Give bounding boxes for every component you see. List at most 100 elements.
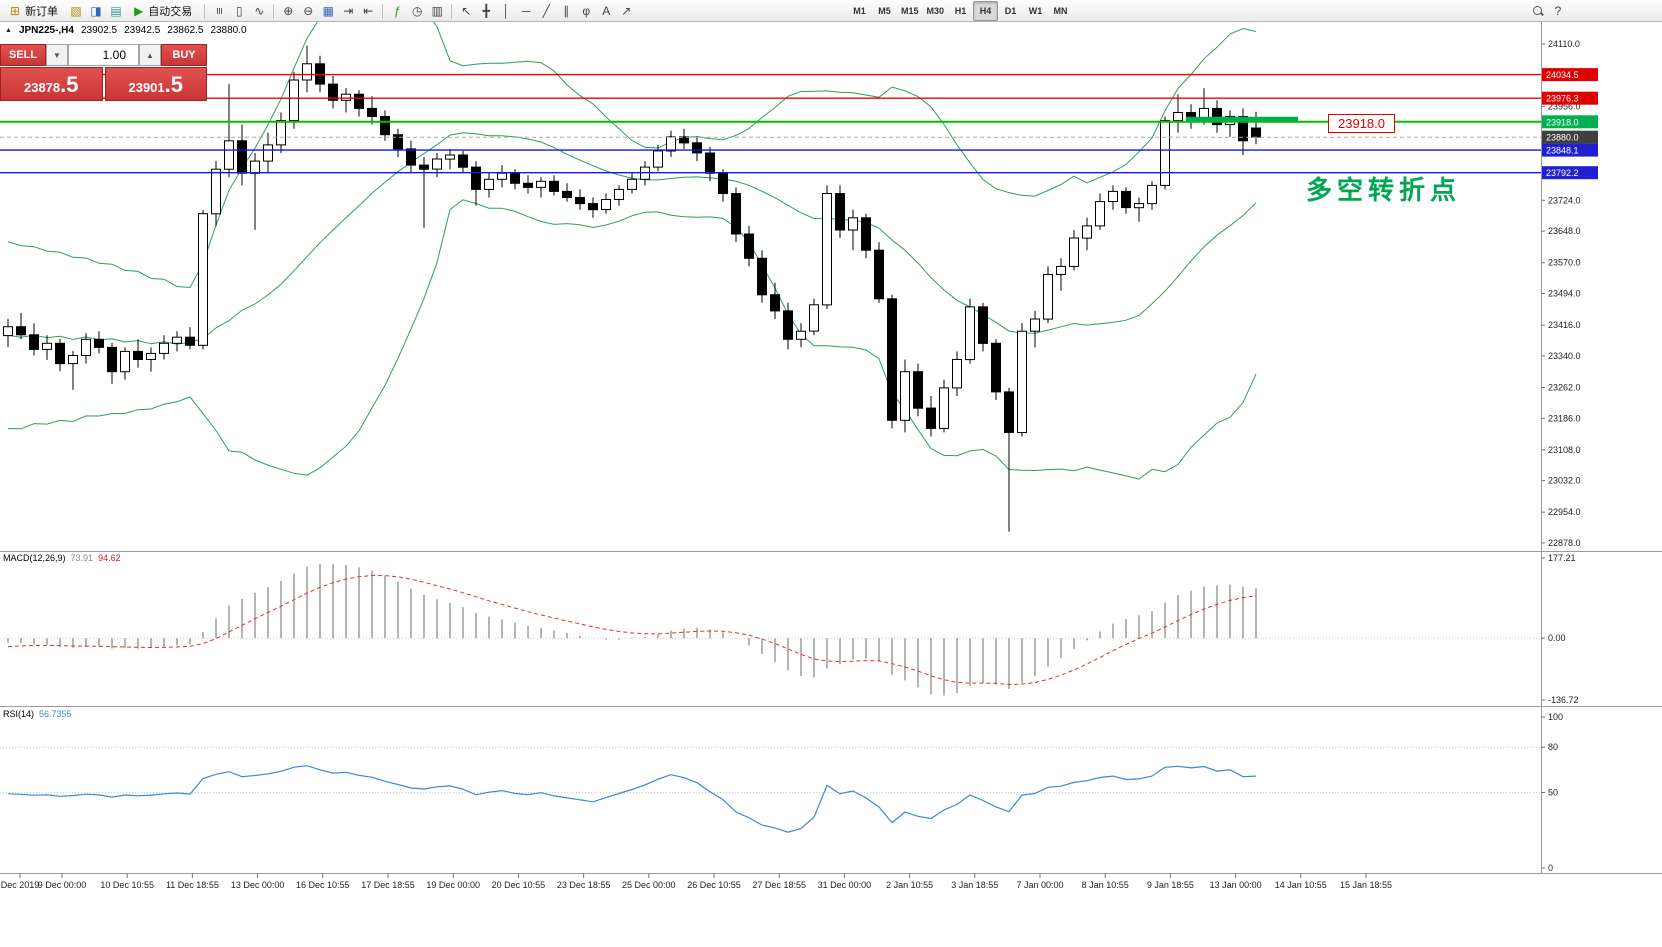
price-badge — [1542, 130, 1598, 144]
price-axis-label: 23416.0 — [1548, 320, 1581, 330]
crosshair-icon-glyph: ╋ — [482, 4, 490, 18]
trendline-icon-glyph: ╱ — [542, 4, 550, 18]
time-axis-label: 27 Dec 18:55 — [752, 880, 806, 890]
volume-increase-button[interactable]: ▲ — [139, 44, 161, 66]
text-icon-button[interactable]: A — [596, 1, 616, 21]
new-order-button[interactable]: ⊞ 新订单 — [2, 1, 66, 21]
time-axis-label: 13 Dec 00:00 — [231, 880, 285, 890]
time-axis-label: 2 Jan 10:55 — [886, 880, 933, 890]
ohlc-close-value: 23880.0 — [210, 25, 247, 36]
price-badge-label: 23918.0 — [1546, 117, 1579, 127]
periods-icon-button[interactable]: ◷ — [407, 1, 427, 21]
zoom-out-icon-button[interactable]: ⊖ — [298, 1, 318, 21]
trendline-icon-button[interactable]: ╱ — [536, 1, 556, 21]
toolbar-separator — [204, 3, 206, 19]
help-icon-button[interactable]: ? — [1548, 1, 1568, 21]
price-badge — [1542, 68, 1598, 82]
volume-decrease-button[interactable]: ▼ — [46, 44, 68, 66]
volume-input[interactable] — [68, 44, 139, 66]
timeframe-h4-button[interactable]: H4 — [973, 1, 999, 21]
sell-button[interactable]: SELL — [0, 44, 46, 66]
time-axis-label: 25 Dec 00:00 — [622, 880, 676, 890]
buy-price-frac: .5 — [164, 72, 183, 97]
candlestick-chart-icon-glyph: ▯ — [235, 4, 243, 18]
time-axis-label: 17 Dec 18:55 — [361, 880, 415, 890]
chart-canvas[interactable]: 24110.0 23956.0 23724.0 23648.0 23570.0 23494… — [0, 22, 1662, 947]
time-axis-label: 23 Dec 18:55 — [557, 880, 611, 890]
horizontal-line-icon-glyph: ─ — [522, 4, 531, 18]
profiles-icon-button[interactable]: ◨ — [86, 1, 106, 21]
toolbar-separator — [451, 3, 453, 19]
sell-price-display[interactable]: 23878.5 — [0, 67, 103, 101]
terminal-icon-button[interactable]: ▤ — [106, 1, 126, 21]
auto-scroll-icon-button[interactable]: ⇥ — [338, 1, 358, 21]
macd-axis-label: 0.00 — [1548, 633, 1566, 643]
rsi-name: RSI(14) — [3, 709, 35, 719]
line-chart-icon-glyph: ∿ — [254, 4, 265, 18]
trade-panel-price-row: 23878.5 23901.5 — [0, 67, 207, 101]
price-badge-label: 23880.0 — [1546, 133, 1579, 143]
indicators-icon-button[interactable]: ƒ — [387, 1, 407, 21]
periods-icon-glyph: ◷ — [412, 4, 423, 18]
chart-shift-icon-button[interactable]: ⇤ — [358, 1, 378, 21]
line-chart-icon-button[interactable]: ∿ — [249, 1, 269, 21]
price-axis-label: 23956.0 — [1548, 101, 1581, 111]
timeframe-h1-button[interactable]: H1 — [954, 6, 967, 16]
tile-windows-icon-button[interactable]: ▦ — [318, 1, 338, 21]
timeframe-m1-button[interactable]: M1 — [853, 6, 866, 16]
templates-icon-button[interactable]: ▥ — [427, 1, 447, 21]
time-axis-label: 15 Jan 18:55 — [1340, 880, 1392, 890]
sell-price-frac: .5 — [60, 72, 79, 97]
auto-scroll-icon-glyph: ⇥ — [343, 4, 354, 18]
macd-signal-value: 94.62 — [98, 553, 121, 563]
indicators-icon-glyph: ƒ — [393, 4, 401, 18]
ohlc-high-value: 23942.5 — [124, 25, 161, 36]
buy-button[interactable]: BUY — [161, 44, 207, 66]
search-icon-button[interactable] — [1528, 1, 1548, 21]
time-axis-label: 13 Jan 00:00 — [1210, 880, 1262, 890]
arrows-icon-glyph: ↗ — [621, 4, 632, 18]
trade-panel-collapse-icon[interactable]: ▲ — [5, 27, 12, 34]
zoom-in-icon-button[interactable]: ⊕ — [278, 1, 298, 21]
time-axis-label: 8 Jan 10:55 — [1082, 880, 1129, 890]
help-icon-glyph: ? — [1554, 4, 1562, 18]
candlestick-chart-icon-button[interactable]: ▯ — [229, 1, 249, 21]
crosshair-icon-button[interactable]: ╋ — [476, 1, 496, 21]
bull-bear-turning-point-annotation[interactable]: 多空转折点 — [1306, 175, 1462, 205]
buy-price-display[interactable]: 23901.5 — [104, 67, 207, 101]
price-annotation-label[interactable]: 23918.0 — [1328, 114, 1395, 133]
time-axis-label: 3 Jan 18:55 — [951, 880, 998, 890]
bar-chart-icon-button[interactable]: ≡ — [209, 1, 229, 21]
macd-indicator-label: MACD(12,26,9) 73.91 94.62 — [3, 553, 121, 563]
price-badge-label: 23976.3 — [1546, 94, 1579, 104]
price-badge — [1542, 115, 1598, 129]
time-axis-label: 31 Dec 00:00 — [818, 880, 872, 890]
cursor-icon-button[interactable]: ↖ — [456, 1, 476, 21]
price-axis-label: 22878.0 — [1548, 538, 1581, 548]
timeframe-mn-button[interactable]: MN — [1053, 6, 1068, 16]
candlesticks — [3, 45, 1261, 532]
bar-chart-icon-glyph: ≡ — [212, 7, 227, 15]
vertical-line-icon-button[interactable]: │ — [496, 1, 516, 21]
horizontal-line-icon-button[interactable]: ─ — [516, 1, 536, 21]
axes: 24110.0 23956.0 23724.0 23648.0 23570.0 23494… — [0, 22, 1662, 890]
templates-icon-glyph: ▥ — [431, 4, 443, 18]
arrows-icon-button[interactable]: ↗ — [616, 1, 636, 21]
fibonacci-icon-button[interactable]: φ — [576, 1, 596, 21]
new-chart-icon-button[interactable]: ▧ — [66, 1, 86, 21]
main-toolbar: ⊞ 新订单 ▧ ◨ ▤ ▶ 自动交易 ≡ ▯ ∿ ⊕ ⊖ ▦ ⇥ ⇤ ƒ ◷ ▥ ↖ ╋ │ ─ ╱ ∥ φ A ↗ M1 M5 M15… — [0, 0, 1662, 22]
macd-name: MACD(12,26,9) — [3, 553, 66, 563]
new-order-glyph: ⊞ — [10, 4, 21, 18]
timeframe-m5-button[interactable]: M5 — [878, 6, 891, 16]
trade-panel-top-row: SELL ▼ ▲ BUY — [0, 44, 207, 66]
timeframe-m15-button[interactable]: M15 — [901, 6, 919, 16]
rsi-panel — [0, 746, 1541, 833]
macd-main-value: 73.91 — [70, 553, 94, 563]
timeframe-d1-button[interactable]: D1 — [1004, 6, 1017, 16]
timeframe-w1-button[interactable]: W1 — [1028, 6, 1043, 16]
timeframe-m30-button[interactable]: M30 — [926, 6, 945, 16]
auto-trading-button[interactable]: ▶ 自动交易 — [126, 1, 200, 21]
tile-windows-icon-glyph: ▦ — [322, 4, 334, 18]
channel-icon-button[interactable]: ∥ — [556, 1, 576, 21]
price-axis-label: 23494.0 — [1548, 289, 1581, 299]
